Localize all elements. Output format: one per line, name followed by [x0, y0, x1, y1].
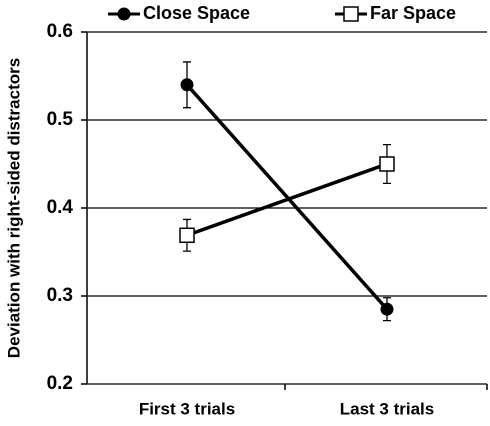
y-tick-label: 0.2 [47, 373, 73, 394]
series-line [186, 162, 388, 237]
y-tick-label: 0.5 [47, 109, 74, 130]
data-point [380, 302, 394, 316]
data-point [179, 227, 195, 244]
legend-label: Close Space [143, 3, 250, 23]
y-tick-label: 0.6 [47, 21, 73, 42]
legend-marker [343, 6, 359, 22]
legend-marker [117, 7, 131, 21]
data-point [379, 156, 395, 172]
x-tick-label: Last 3 trials [340, 399, 435, 418]
y-tick-label: 0.4 [47, 197, 74, 218]
data-point [180, 78, 194, 92]
legend-label: Far Space [370, 3, 456, 23]
x-tick-label: First 3 trials [139, 399, 235, 418]
y-tick-label: 0.3 [47, 285, 73, 306]
series-line [185, 83, 389, 311]
y-axis-label: Deviation with right-sided distractors [4, 58, 23, 358]
